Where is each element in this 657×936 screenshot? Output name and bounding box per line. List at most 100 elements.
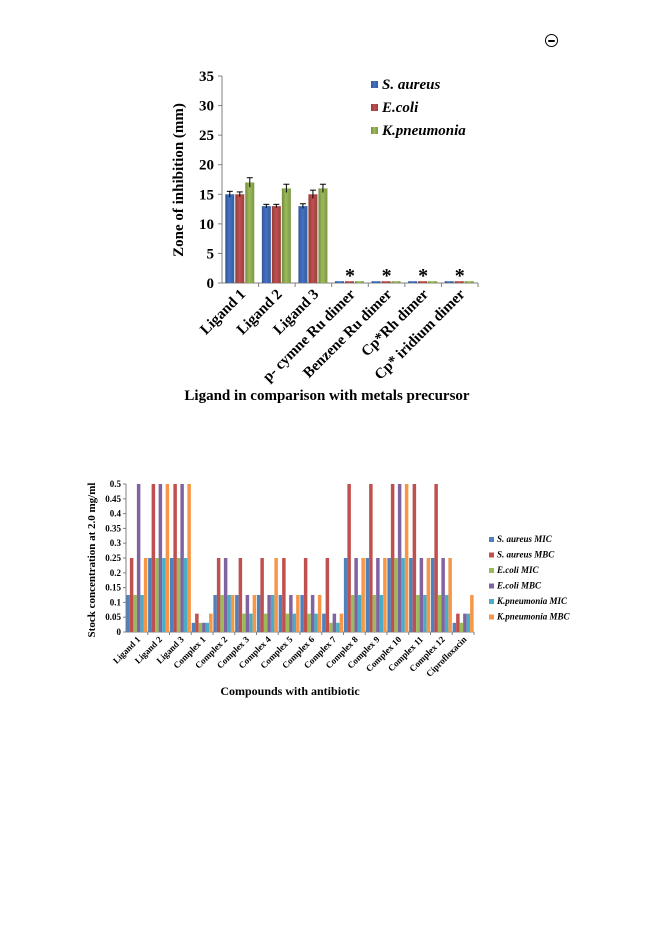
y-tick-label: 0.45: [105, 494, 121, 504]
bar-k-pneumonia-mbc-complex-5: [296, 595, 300, 632]
bar-e-coli-cp-iridium-dimer: [454, 281, 464, 283]
bar-k-pneumonia-mbc-complex-10: [404, 484, 409, 632]
bar-s-aureus-mic-ligand-2: [148, 558, 152, 632]
bar-k-pneumonia-benzene-ru-dimer: [391, 281, 401, 283]
y-tick-label: 10: [199, 217, 214, 233]
bar-k-pneumonia-mic-complex-4: [270, 595, 275, 632]
bar-e-coli-mic-complex-4: [263, 613, 268, 632]
legend-label-s-aureus-mic: S. aureus MIC: [497, 534, 553, 544]
legend-swatch-s-aureus-mic: [489, 537, 494, 542]
bar-s-aureus-mbc-ligand-1: [129, 558, 134, 632]
bar-s-aureus-mbc-ligand-2: [151, 484, 156, 632]
bar-e-coli-mic-complex-11: [416, 595, 420, 632]
bar-k-pneumonia-mic-complex-2: [227, 595, 231, 632]
bar-s-aureus-mbc-complex-1: [195, 613, 199, 632]
y-tick-label: 0: [207, 276, 215, 292]
bar-e-coli-mic-ligand-1: [133, 595, 137, 632]
legend-label-e-coli-mbc: E.coli MBC: [496, 581, 542, 591]
bar-k-pneumonia-cp-rh-dimer: [428, 281, 438, 283]
legend-swatch-e-coli-mic: [489, 568, 494, 573]
bar-e-coli-mbc-complex-2: [223, 558, 228, 632]
stock-concentration-chart: 0 0.05 0.1 0.15 0.2 0.25 0.3 0.35 0.4 0.45 0.5 Stoc…: [86, 479, 571, 698]
significance-asterisk: *: [345, 265, 355, 287]
bar-k-pneumonia-mic-complex-3: [249, 613, 253, 632]
bar-s-aureus-mbc-ciprofloxacin: [456, 613, 460, 632]
bar-k-pneumonia-mbc-ciprofloxacin: [470, 595, 474, 632]
bar-k-pneumonia-mbc-complex-7: [339, 613, 344, 632]
bar-s-aureus-mbc-complex-2: [216, 558, 221, 632]
legend-label-k-pneumonia: K.pneumonia: [381, 123, 466, 139]
legend-label-k-pneumonia-mic: K.pneumonia MIC: [496, 596, 568, 606]
bar-s-aureus-p-cymne-ru-dimer: [335, 281, 344, 283]
bar-s-aureus-mbc-complex-6: [303, 558, 308, 632]
bar-s-aureus-mic-complex-2: [213, 595, 217, 632]
y-tick-label: 0.05: [105, 612, 121, 622]
y-tick-label: 25: [199, 128, 214, 144]
bar-k-pneumonia-mic-complex-12: [444, 595, 449, 632]
bar-e-coli-mbc-complex-5: [289, 595, 293, 632]
bar-s-aureus-mic-complex-5: [278, 595, 283, 632]
y-tick-label: 5: [207, 246, 215, 262]
bar-s-aureus-mic-complex-1: [191, 622, 196, 632]
bar-s-aureus-mbc-complex-10: [390, 484, 395, 632]
bar-e-coli-mbc-complex-4: [267, 595, 271, 632]
y-tick-label: 0.3: [110, 538, 122, 548]
bar-k-pneumonia-mbc-complex-8: [361, 558, 365, 632]
bar-k-pneumonia-mbc-complex-9: [383, 558, 387, 632]
bar-k-pneumonia-ligand-2: [281, 188, 291, 283]
legend-label-s-aureus-mbc: S. aureus MBC: [497, 550, 555, 560]
bar-e-coli-mbc-complex-12: [441, 558, 445, 632]
bar-s-aureus-cp-rh-dimer: [408, 281, 418, 283]
bar-e-coli-mic-complex-5: [285, 613, 290, 632]
bar-s-aureus-ligand-2: [261, 206, 271, 283]
bar-s-aureus-mic-complex-8: [343, 558, 348, 632]
bar-e-coli-mbc-complex-6: [310, 595, 315, 632]
bar-s-aureus-mbc-ligand-3: [173, 484, 177, 632]
bar-k-pneumonia-mic-complex-1: [205, 622, 210, 632]
bar-s-aureus-mic-complex-6: [300, 595, 304, 632]
bar-e-coli-mbc-complex-7: [332, 613, 337, 632]
bar-k-pneumonia-ligand-1: [245, 182, 255, 283]
legend-label-k-pneumonia-mbc: K.pneumonia MBC: [496, 612, 571, 622]
bar-k-pneumonia-mic-complex-10: [401, 558, 405, 632]
bar-s-aureus-mic-ligand-3: [169, 558, 174, 632]
bar-e-coli-ligand-2: [271, 206, 281, 283]
bar-k-pneumonia-mic-complex-5: [292, 613, 297, 632]
bar-s-aureus-mic-complex-4: [256, 595, 261, 632]
x-axis-title: Ligand in comparison with metals precurs…: [184, 388, 469, 404]
bar-e-coli-mbc-complex-10: [397, 484, 402, 632]
y-tick-label: 35: [199, 69, 214, 85]
significance-asterisk: *: [382, 265, 392, 287]
bar-e-coli-mbc-complex-9: [376, 558, 380, 632]
bar-e-coli-mbc-complex-1: [202, 622, 206, 632]
y-axis-title: Stock concentration at 2.0 mg/ml: [86, 483, 98, 638]
bar-k-pneumonia-mbc-ligand-2: [165, 484, 170, 632]
legend-swatch-e-coli: [371, 104, 378, 111]
circle-dash-icon: [545, 34, 558, 47]
bar-s-aureus-mic-complex-3: [235, 595, 239, 632]
y-tick-label: 0.25: [105, 553, 121, 563]
bar-s-aureus-mic-complex-7: [322, 613, 326, 632]
bar-s-aureus-cp-iridium-dimer: [444, 281, 454, 283]
bar-e-coli-cp-rh-dimer: [418, 281, 428, 283]
bar-k-pneumonia-mic-complex-6: [314, 613, 318, 632]
legend-swatch-k-pneumonia-mic: [489, 599, 494, 604]
legend-label-e-coli: E.coli: [381, 100, 419, 116]
bar-e-coli-mbc-ligand-1: [136, 484, 141, 632]
bar-e-coli-mic-complex-12: [437, 595, 442, 632]
legend-swatch-e-coli-mbc: [489, 583, 494, 589]
bar-e-coli-mbc-complex-3: [245, 595, 250, 632]
bar-k-pneumonia-mic-ciprofloxacin: [466, 613, 471, 632]
y-tick-label: 0.15: [105, 583, 121, 593]
legend-swatch-k-pneumonia: [371, 127, 378, 134]
bar-e-coli-mbc-ligand-3: [180, 484, 184, 632]
bar-k-pneumonia-mic-complex-7: [336, 622, 340, 632]
bar-s-aureus-mic-complex-9: [365, 558, 370, 632]
bar-e-coli-mic-complex-6: [307, 613, 311, 632]
bar-k-pneumonia-mbc-complex-1: [209, 613, 213, 632]
bar-e-coli-mic-ciprofloxacin: [459, 622, 464, 632]
bar-k-pneumonia-mic-complex-9: [379, 595, 384, 632]
bar-s-aureus-mbc-complex-11: [412, 484, 417, 632]
y-tick-label: 0.2: [110, 568, 122, 578]
legend-label-e-coli-mic: E.coli MIC: [496, 565, 540, 575]
